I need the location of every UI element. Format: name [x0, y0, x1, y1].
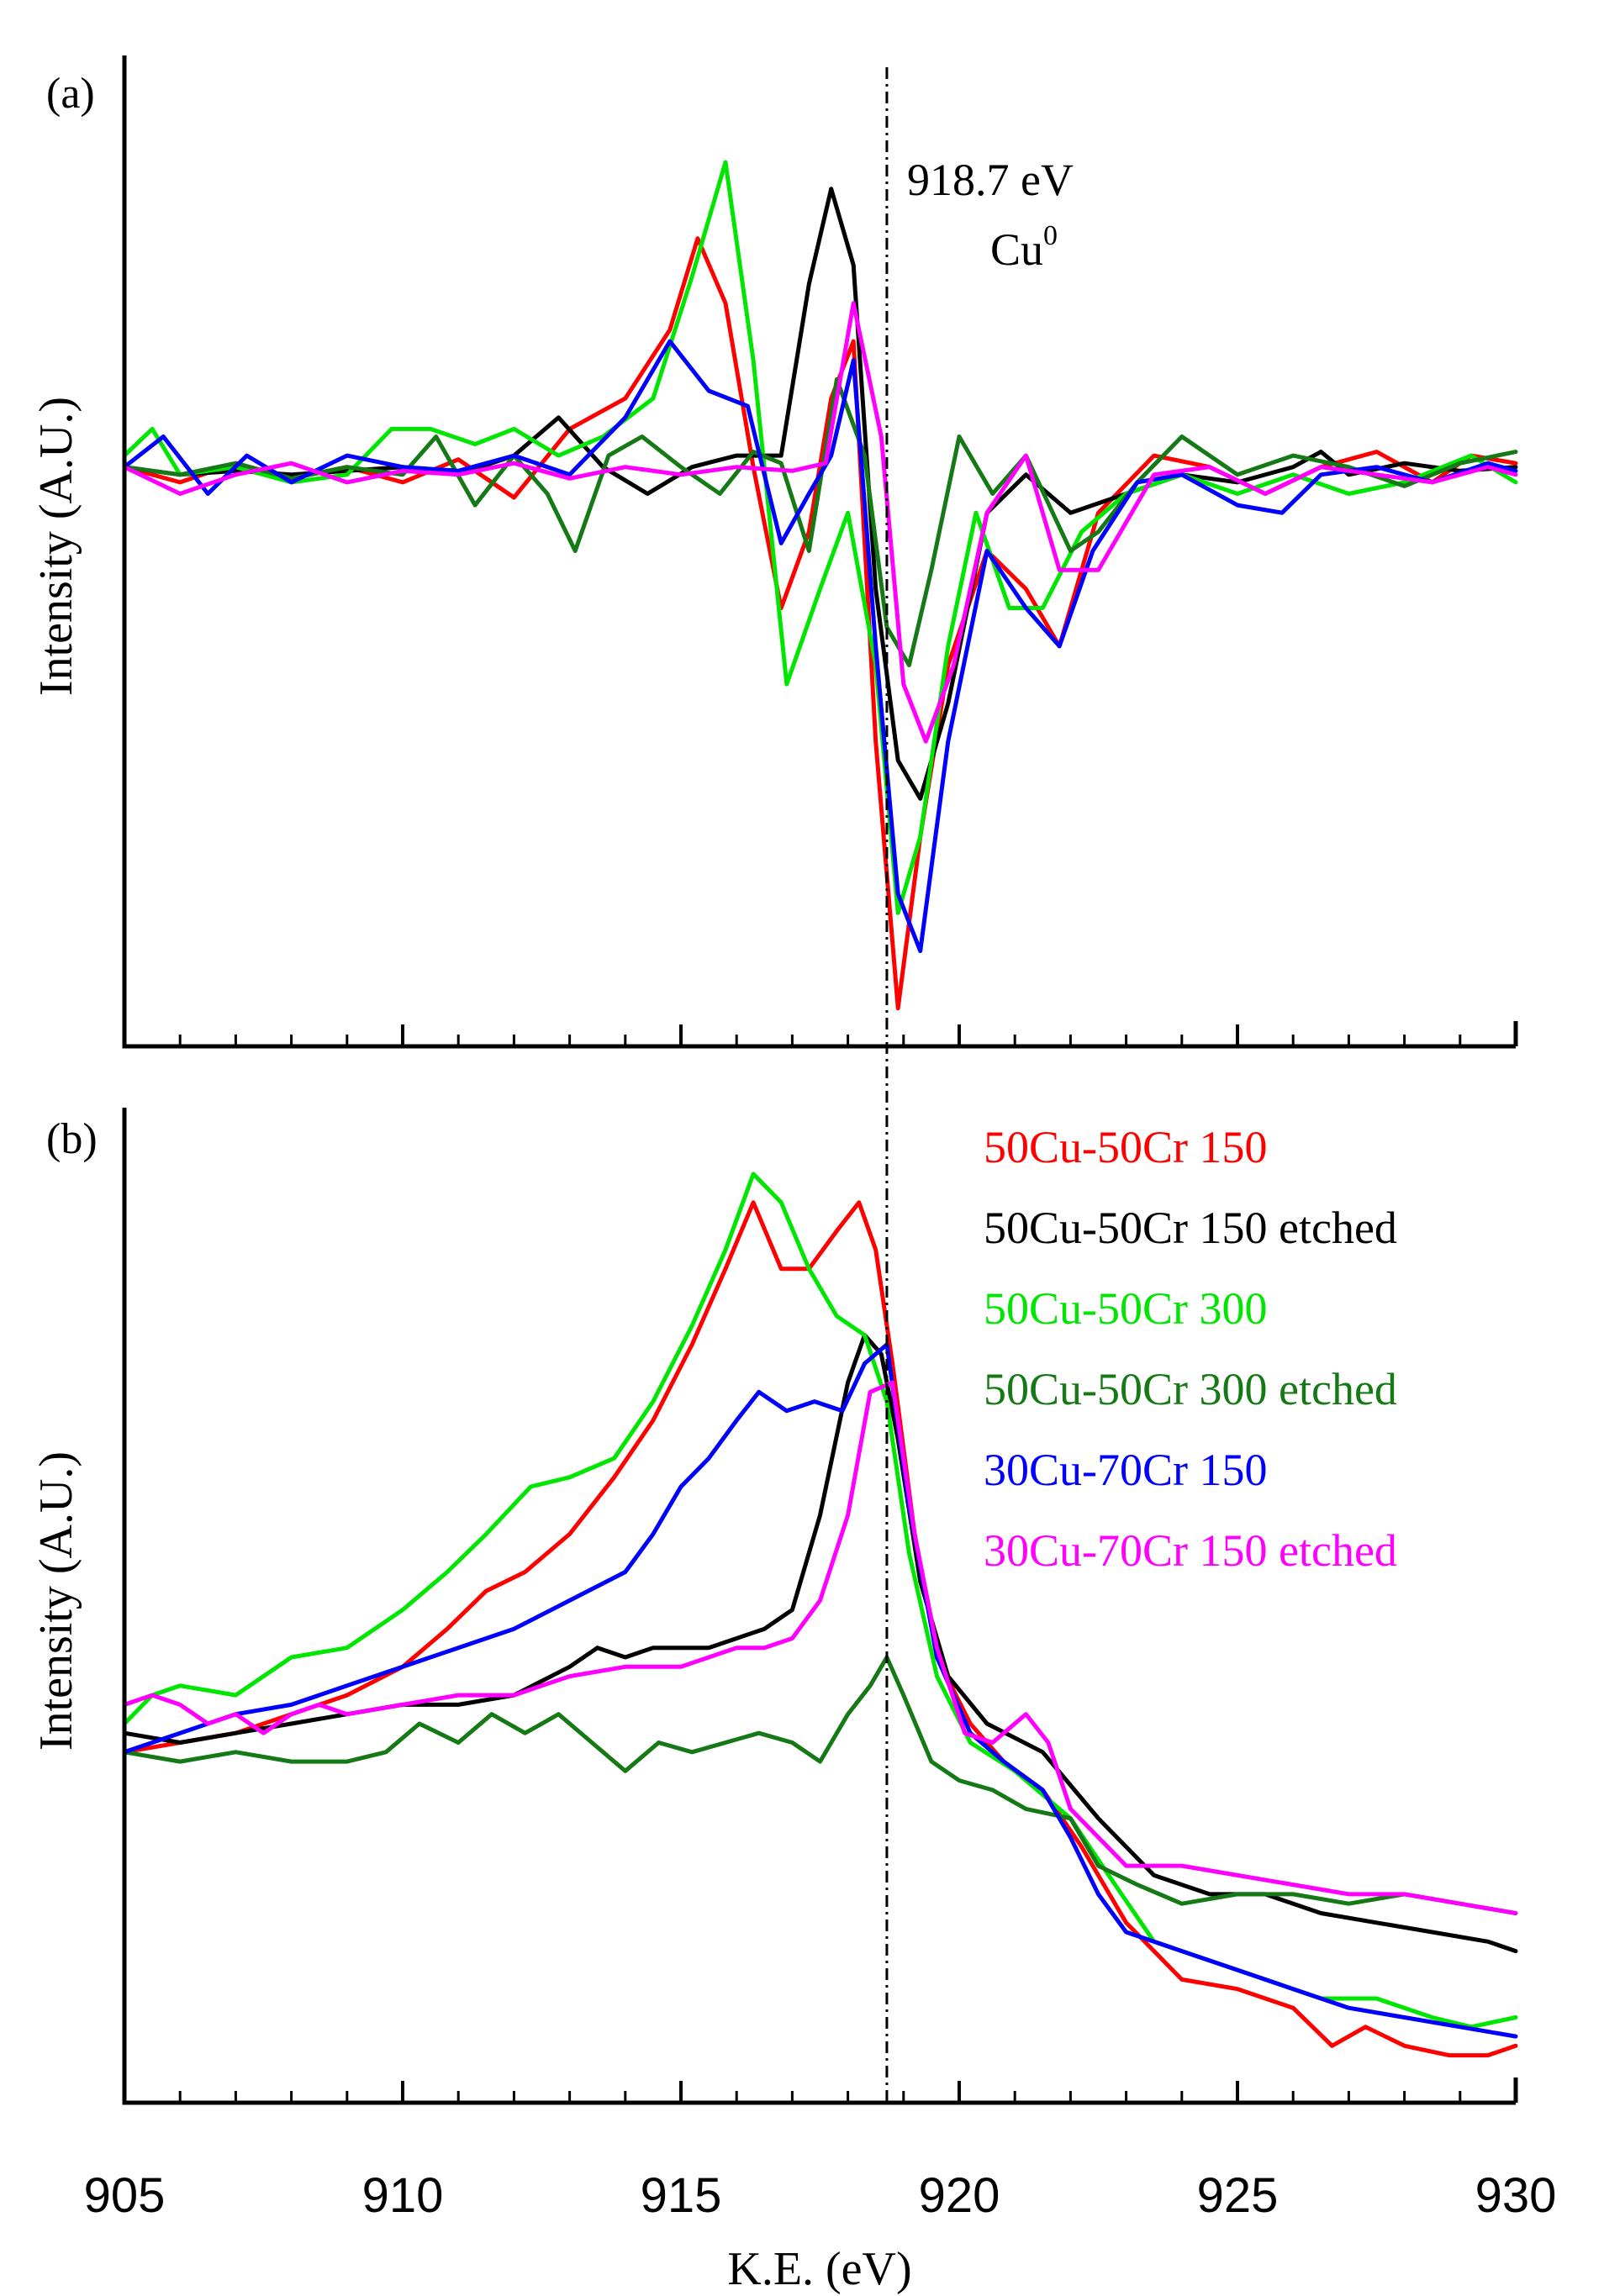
- legend-entry: 50Cu-50Cr 150: [984, 1122, 1268, 1172]
- reference-energy-label: 918.7 eV: [907, 155, 1074, 205]
- reference-species-label: Cu0: [990, 220, 1058, 275]
- x-tick-labels: 905 910 915 920 925 930: [84, 2168, 1557, 2223]
- panel-a: (a) Intensity (A.U.) 918.7 eV Cu0: [30, 55, 1518, 1049]
- x-tick-label: 925: [1197, 2168, 1279, 2223]
- x-tick-label: 915: [641, 2168, 722, 2223]
- panel-b-ticks: [123, 2081, 1517, 2103]
- panel-b-ylabel: Intensity (A.U.): [30, 1451, 82, 1751]
- x-tick-label: 910: [362, 2168, 444, 2223]
- panel-b-series-30cu-70cr-150-etched: [122, 1380, 1518, 1915]
- species-superscript: 0: [1043, 220, 1058, 251]
- x-tick-label: 920: [919, 2168, 1000, 2223]
- panel-b-label: (b): [46, 1115, 98, 1163]
- panel-b-series-30cu-70cr-150: [122, 1342, 1518, 2039]
- panel-b-series-50cu-50cr-150: [122, 1200, 1518, 2058]
- panel-a-series-30cu-70cr-150: [122, 339, 1518, 954]
- x-tick-label: 930: [1475, 2168, 1557, 2223]
- panel-a-ticks: [123, 1024, 1517, 1046]
- species-base: Cu: [990, 224, 1043, 275]
- panel-b: (b) Intensity (A.U.) 50Cu-50Cr 15050Cu-5…: [30, 1108, 1518, 2105]
- panel-b-series-50cu-50cr-300-etched: [122, 1655, 1518, 1915]
- legend: 50Cu-50Cr 150 50Cu-50Cr 150 etched 50Cu-50…: [984, 1122, 1397, 1576]
- x-axis-label: K.E. (eV): [727, 2243, 911, 2295]
- panel-a-ylabel: Intensity (A.U.): [30, 397, 82, 696]
- legend-entry: 50Cu-50Cr 150 etched: [984, 1203, 1397, 1253]
- x-tick-label: 905: [84, 2168, 166, 2223]
- panel-a-label: (a): [46, 70, 95, 118]
- legend-entry: 30Cu-70Cr 150 etched: [984, 1525, 1397, 1576]
- panel-a-series-group: [122, 160, 1518, 1011]
- legend-entry: 30Cu-70Cr 150: [984, 1445, 1268, 1495]
- legend-entry: 50Cu-50Cr 300: [984, 1283, 1268, 1334]
- panel-b-series-group: [122, 1172, 1518, 2058]
- panel-a-series-50cu-50cr-300: [122, 160, 1518, 915]
- panel-a-series-30cu-70cr-150-etched: [122, 301, 1518, 744]
- legend-entry: 50Cu-50Cr 300 etched: [984, 1364, 1397, 1414]
